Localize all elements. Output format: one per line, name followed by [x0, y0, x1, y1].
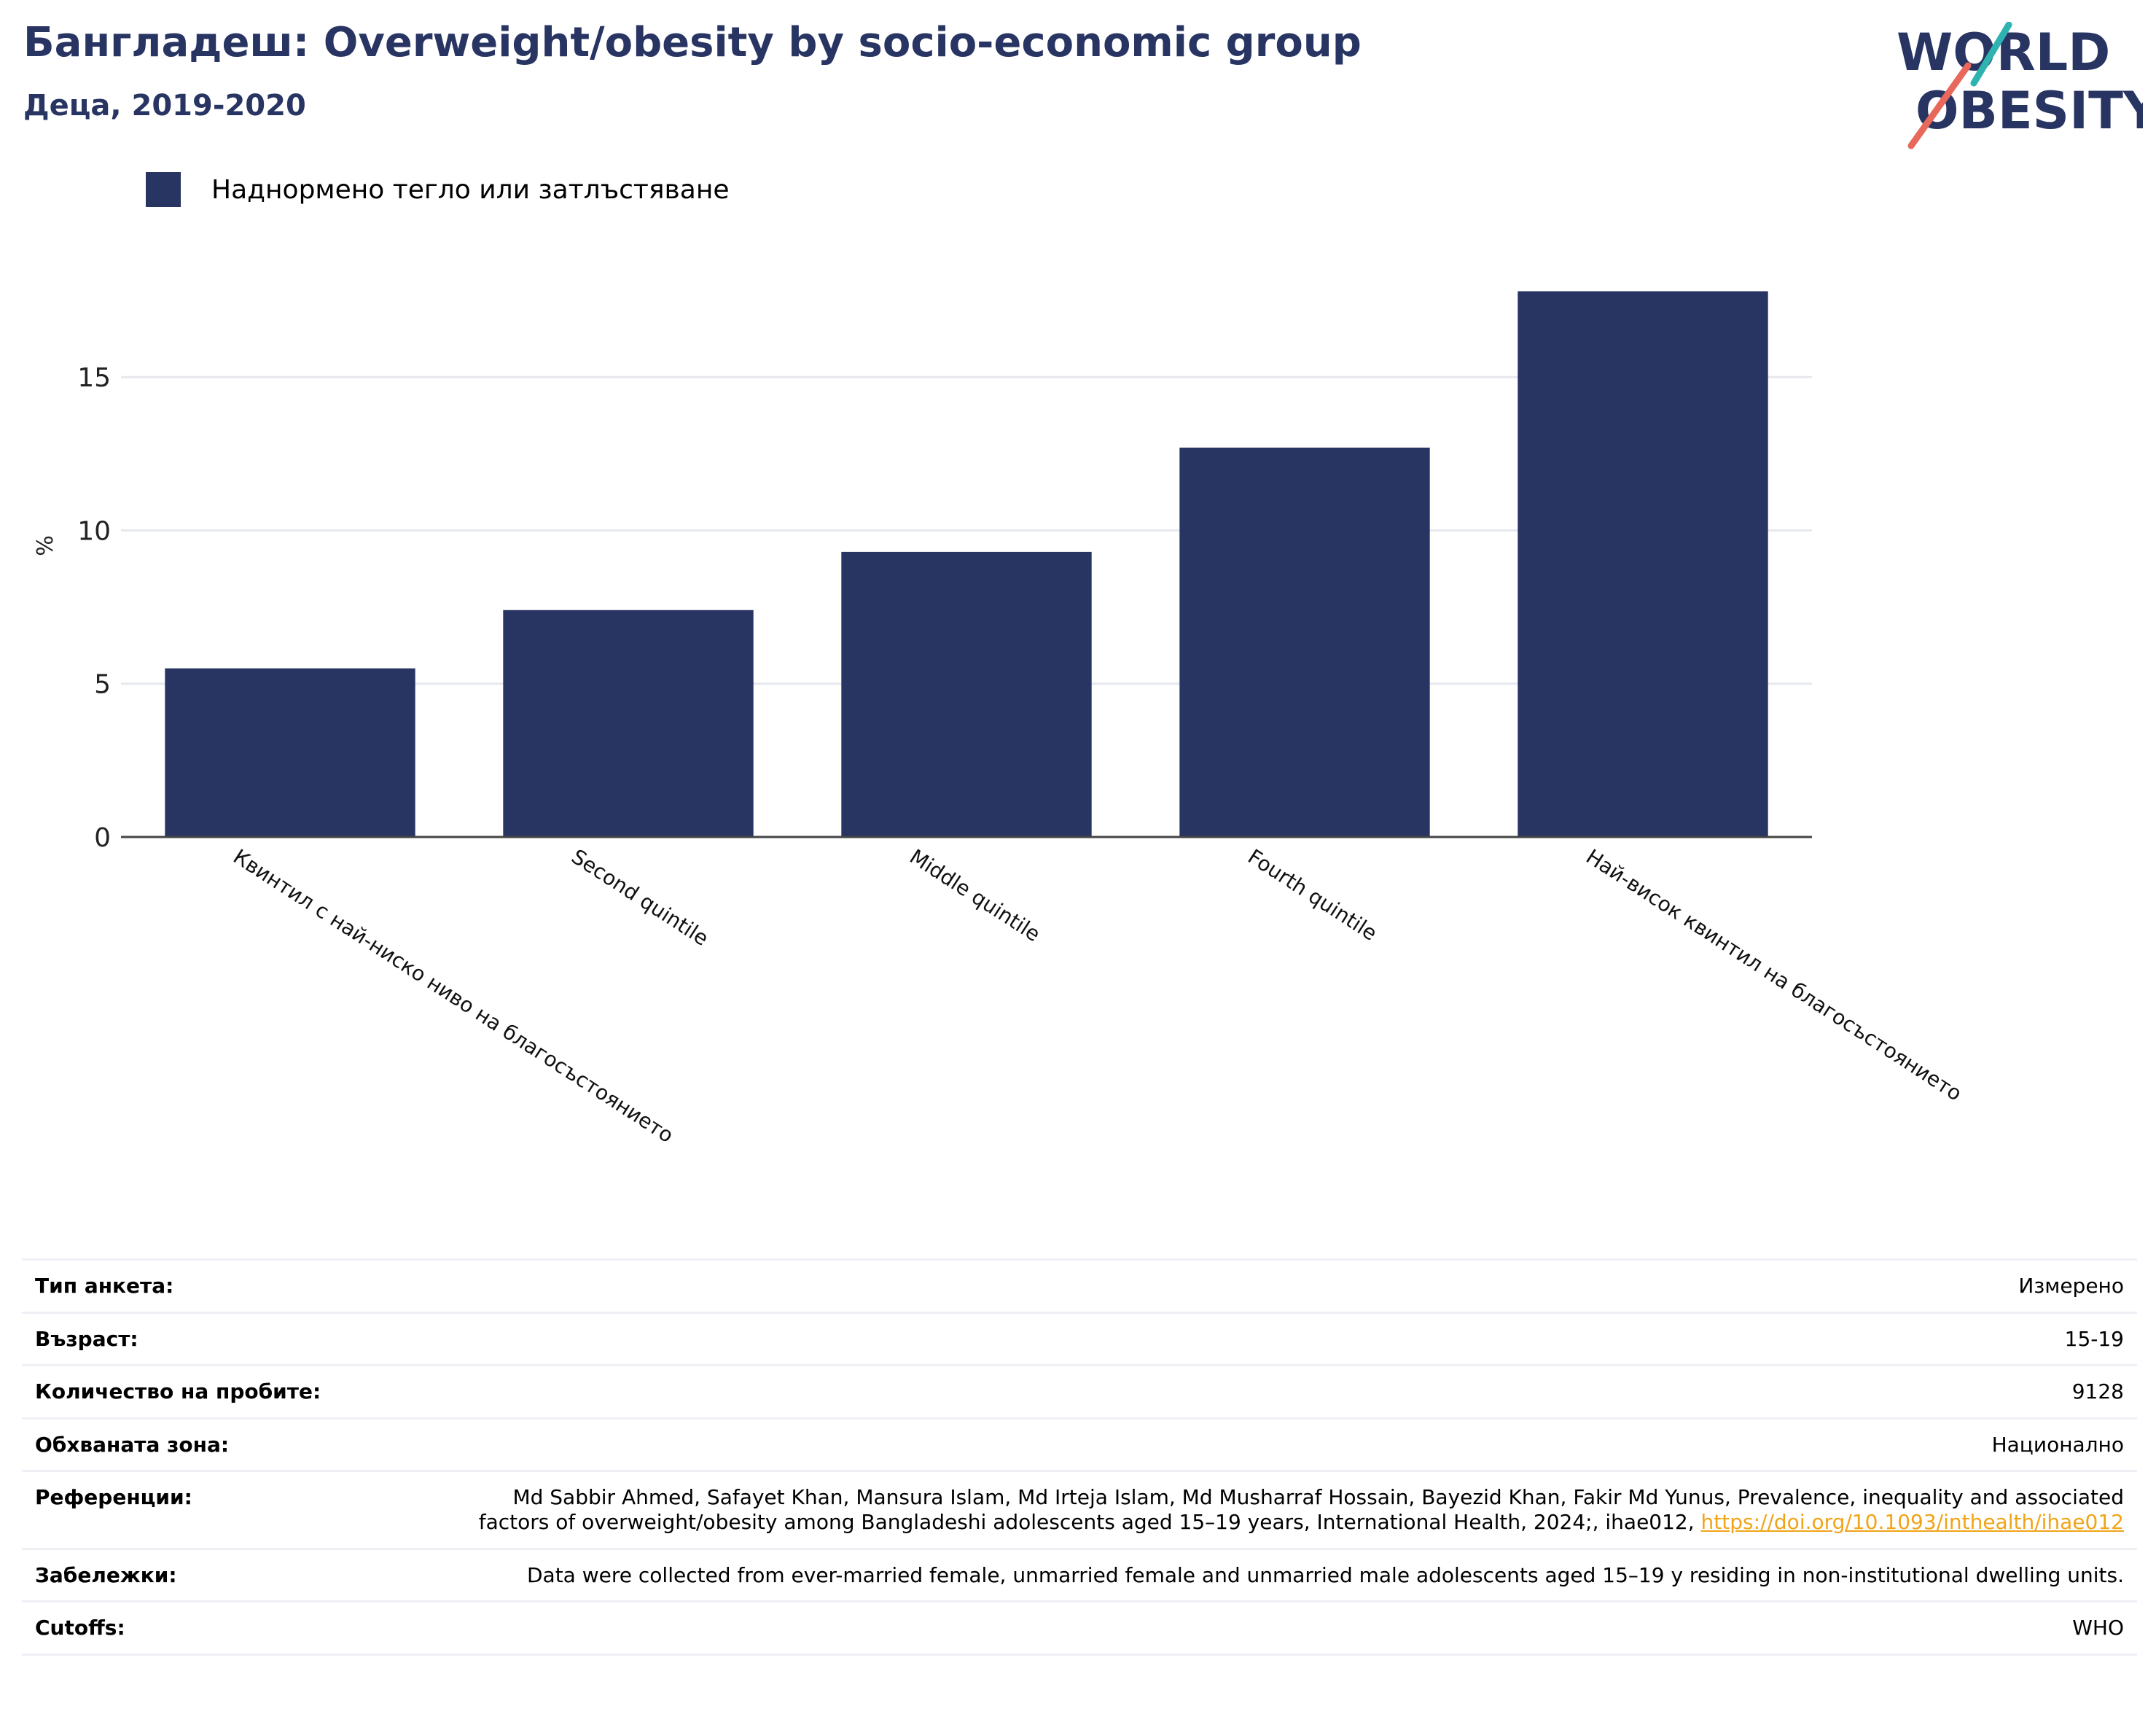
- chart-legend: Наднормено тегло или затлъстяване: [146, 172, 730, 207]
- meta-value: WHO: [456, 1600, 2137, 1656]
- meta-key: Възраст:: [22, 1311, 456, 1366]
- bar: [1518, 291, 1768, 838]
- meta-key: Тип анкета:: [22, 1258, 456, 1313]
- meta-key: Cutoffs:: [22, 1600, 456, 1656]
- meta-value: Национално: [456, 1417, 2137, 1471]
- meta-value-text: Измерено: [2018, 1274, 2124, 1298]
- bar: [1179, 447, 1430, 837]
- meta-key: Обхваната зона:: [22, 1417, 456, 1471]
- reference-doi-link[interactable]: https://doi.org/10.1093/inthealth/ihae01…: [1700, 1509, 2124, 1534]
- meta-value: Data were collected from ever-married fe…: [456, 1547, 2137, 1602]
- meta-value-text: Национално: [1991, 1432, 2124, 1457]
- meta-value-text: 9128: [2071, 1379, 2124, 1404]
- meta-row: Тип анкета: Измерено: [22, 1258, 2137, 1313]
- y-tick-label: 5: [94, 670, 111, 700]
- meta-key: Количество на пробите:: [22, 1364, 456, 1419]
- meta-row: Обхваната зона: Национално: [22, 1417, 2137, 1471]
- x-tick-label: Fourth quintile: [1243, 844, 1381, 946]
- meta-value-text: Md Sabbir Ahmed, Safayet Khan, Mansura I…: [478, 1485, 2124, 1534]
- x-tick-label: Middle quintile: [905, 844, 1044, 946]
- meta-value: 9128: [456, 1364, 2137, 1419]
- x-tick-label: Най-висок квинтил на благосъстоянието: [1582, 844, 1966, 1105]
- meta-key: Забележки:: [22, 1547, 456, 1602]
- page-title: Бангладеш: Overweight/obesity by socio-e…: [23, 19, 1362, 66]
- page-subtitle: Деца, 2019-2020: [23, 89, 306, 122]
- meta-row: Cutoffs: WHO: [22, 1600, 2137, 1656]
- x-tick-label: Second quintile: [567, 844, 713, 951]
- bar: [841, 551, 1092, 837]
- world-obesity-logo: WORLD OBESITY: [1897, 22, 2143, 149]
- bar: [503, 610, 754, 837]
- meta-key: Референции:: [22, 1470, 456, 1549]
- meta-value-text: Data were collected from ever-married fe…: [526, 1562, 2124, 1587]
- meta-row: Възраст: 15-19: [22, 1311, 2137, 1366]
- y-tick-label: 0: [94, 823, 111, 853]
- logo-teal-slash: [1970, 22, 2012, 87]
- meta-value-text: 15-19: [2064, 1326, 2124, 1351]
- y-axis-label: %: [33, 535, 58, 556]
- y-tick-label: 15: [77, 363, 111, 393]
- meta-value-text: WHO: [2072, 1616, 2124, 1640]
- logo-red-slash: [1907, 62, 1972, 149]
- meta-row: Референции: Md Sabbir Ahmed, Safayet Khan…: [22, 1470, 2137, 1549]
- meta-value: Md Sabbir Ahmed, Safayet Khan, Mansura I…: [456, 1470, 2137, 1549]
- survey-details-table: Тип анкета: Измерено Възраст: 15-19 Количест…: [22, 1258, 2137, 1656]
- y-tick-label: 10: [77, 516, 111, 546]
- meta-row: Количество на пробите: 9128: [22, 1364, 2137, 1419]
- legend-label: Наднормено тегло или затлъстяване: [211, 174, 730, 205]
- meta-value: 15-19: [456, 1311, 2137, 1366]
- legend-swatch: [146, 172, 181, 207]
- bar: [165, 668, 415, 837]
- meta-value: Измерено: [456, 1258, 2137, 1313]
- meta-row: Забележки: Data were collected from ever-…: [22, 1547, 2137, 1602]
